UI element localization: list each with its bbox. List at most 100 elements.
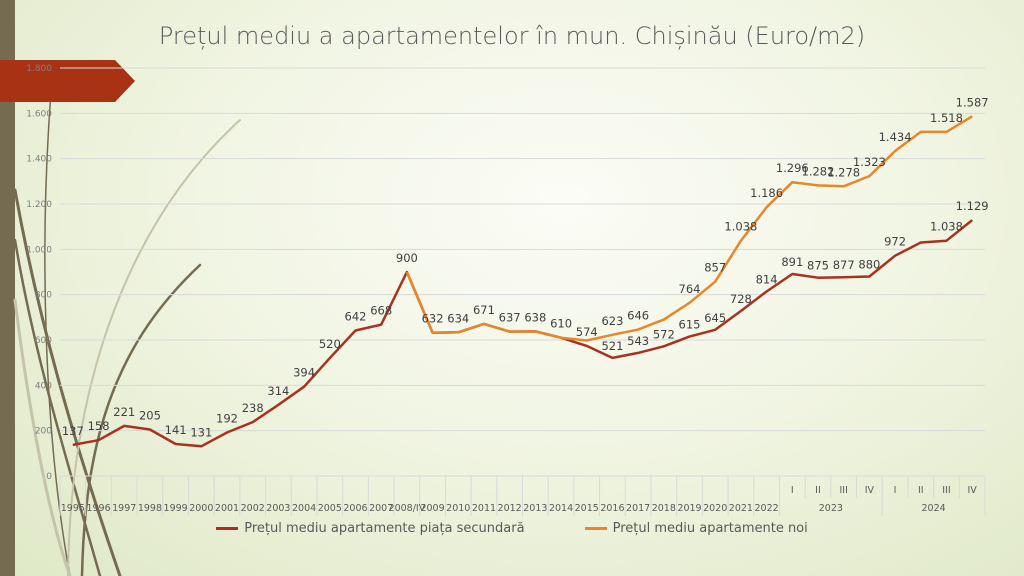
data-label: 900	[396, 251, 418, 265]
x-tick-label: 1995	[61, 503, 85, 514]
y-tick-label: 400	[35, 381, 52, 391]
data-label: 645	[704, 311, 726, 325]
data-label: 877	[833, 258, 855, 272]
x-tick-label: 2015	[575, 503, 599, 514]
x-group-label: 2024	[922, 503, 946, 514]
y-tick-label: 0	[46, 472, 52, 482]
y-tick-label: 800	[35, 291, 52, 301]
data-label: 764	[679, 282, 701, 296]
data-label: 1.038	[930, 220, 963, 234]
red-arrow-banner	[0, 60, 135, 102]
x-tick-label: 2016	[600, 503, 624, 514]
x-tick-label: II	[815, 485, 821, 496]
x-tick-label: III	[839, 485, 847, 496]
data-label: 141	[165, 423, 187, 437]
x-tick-label: 1996	[86, 503, 110, 514]
x-tick-label: I	[894, 485, 897, 496]
y-tick-label: 1.800	[26, 64, 52, 74]
x-tick-label: IV	[967, 485, 977, 496]
series-line-0	[72, 219, 973, 448]
data-label: 574	[576, 325, 598, 339]
data-label: 632	[422, 312, 444, 326]
x-tick-label: 1997	[112, 503, 136, 514]
y-tick-label: 1.400	[26, 155, 52, 165]
left-bar	[0, 0, 15, 576]
data-label: 1.129	[956, 199, 989, 213]
x-tick-label: 2019	[677, 503, 701, 514]
data-label: 671	[473, 303, 495, 317]
data-label: 972	[884, 235, 906, 249]
data-label: 642	[345, 309, 367, 323]
y-tick-label: 200	[35, 427, 52, 437]
data-label: 637	[499, 311, 521, 325]
data-label: 131	[190, 425, 212, 439]
x-tick-label: 2000	[189, 503, 213, 514]
data-label: 238	[242, 401, 264, 415]
x-tick-label: 2006	[343, 503, 367, 514]
x-tick-label: 2017	[626, 503, 650, 514]
x-tick-label: 2007	[369, 503, 393, 514]
data-label: 610	[550, 317, 572, 331]
data-label: 137	[62, 424, 84, 438]
x-tick-label: I	[791, 485, 794, 496]
x-tick-label: 2011	[472, 503, 496, 514]
legend-label: Prețul mediu apartamente noi	[612, 521, 808, 536]
x-tick-label: 2009	[420, 503, 444, 514]
data-label: 646	[627, 309, 649, 323]
x-tick-label: 2018	[652, 503, 676, 514]
data-label: 158	[88, 419, 110, 433]
data-label: 1.186	[750, 186, 783, 200]
data-label: 857	[704, 261, 726, 275]
x-tick-label: II	[918, 485, 924, 496]
x-group-label: 2023	[819, 503, 843, 514]
y-tick-label: 1.600	[26, 109, 52, 119]
data-label: 1.323	[853, 155, 886, 169]
data-label: 638	[524, 310, 546, 324]
x-tick-label: 2022	[755, 503, 779, 514]
legend: Prețul mediu apartamente piața secundară…	[0, 521, 1024, 536]
data-label: 314	[267, 384, 289, 398]
series-line-1	[405, 115, 973, 342]
data-label: 880	[858, 258, 880, 272]
x-tick-label: 2002	[241, 503, 265, 514]
x-tick-label: 1998	[138, 503, 162, 514]
data-label: 394	[293, 366, 315, 380]
data-label: 634	[447, 311, 469, 325]
x-tick-label: 2001	[215, 503, 239, 514]
data-label: 1.518	[930, 111, 963, 125]
x-tick-label: 2021	[729, 503, 753, 514]
legend-swatch	[216, 527, 239, 530]
data-label: 814	[756, 272, 778, 286]
data-label: 1.278	[827, 165, 860, 179]
data-label: 668	[370, 304, 392, 318]
x-tick-label: 2005	[318, 503, 342, 514]
x-tick-label: 1999	[164, 503, 188, 514]
x-tick-label: 2004	[292, 503, 316, 514]
x-tick-label: 2014	[549, 503, 573, 514]
data-label: 891	[781, 255, 803, 269]
data-label: 543	[627, 334, 649, 348]
data-label: 205	[139, 409, 161, 423]
data-label: 615	[679, 318, 701, 332]
legend-swatch	[584, 527, 607, 530]
x-tick-label: 2010	[446, 503, 470, 514]
data-label: 1.296	[776, 161, 809, 175]
data-label: 192	[216, 411, 238, 425]
data-label: 221	[113, 405, 135, 419]
legend-label: Prețul mediu apartamente piața secundară	[244, 521, 525, 536]
x-tick-label: 2008/IV	[389, 503, 426, 514]
y-tick-label: 600	[35, 336, 52, 346]
y-tick-label: 1.000	[26, 245, 52, 255]
data-label: 1.038	[724, 220, 757, 234]
legend-item-new: Prețul mediu apartamente noi	[584, 521, 808, 536]
chart-title: Prețul mediu a apartamentelor în mun. Ch…	[158, 22, 866, 50]
x-tick-label: 2012	[498, 503, 522, 514]
data-label: 1.282	[802, 164, 835, 178]
data-label: 875	[807, 259, 829, 273]
x-tick-label: 2020	[703, 503, 727, 514]
x-tick-label: 2013	[523, 503, 547, 514]
legend-item-secondary: Prețul mediu apartamente piața secundară	[216, 521, 525, 536]
data-label: 520	[319, 337, 341, 351]
